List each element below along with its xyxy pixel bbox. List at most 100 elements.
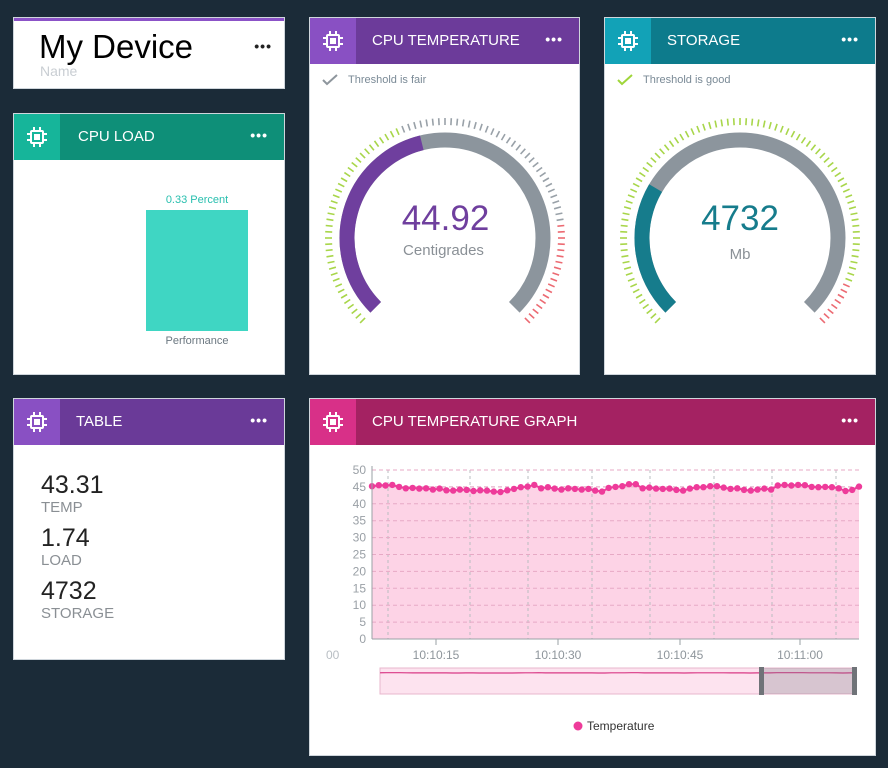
temperature-point (693, 484, 700, 491)
table-card: TABLE ••• 43.31 TEMP 1.74 LOAD 4732 STOR… (13, 398, 285, 660)
temperature-point (673, 486, 680, 494)
temperature-point (815, 484, 822, 491)
legend-label[interactable]: Temperature (587, 719, 655, 733)
temperature-point (727, 485, 734, 493)
temp-graph-card: CPU TEMPERATURE GRAPH ••• 0 5 10 15 20 25 30 35… (309, 398, 876, 756)
temperature-point (395, 483, 403, 491)
navigator-left-handle[interactable] (759, 667, 764, 695)
cpu-temp-gauge-ticks (325, 118, 565, 324)
temperature-point (402, 485, 409, 492)
load-value: 1.74 (41, 524, 90, 552)
temperature-point (436, 485, 443, 492)
cpu-temp-unit: Centigrades (403, 242, 484, 259)
table-title: TABLE (76, 413, 123, 430)
temperature-point (679, 487, 687, 494)
storage-title: STORAGE (667, 32, 741, 49)
chip-icon (310, 399, 356, 445)
temp-graph-title: CPU TEMPERATURE GRAPH (372, 413, 578, 430)
y-tick-label: 50 (353, 463, 367, 477)
cpu-temp-status-text: Threshold is fair (348, 74, 427, 86)
cpu-temp-gauge (325, 118, 565, 324)
temperature-point (822, 483, 829, 491)
temperature-point (747, 487, 754, 494)
temperature-point (429, 486, 437, 493)
temperature-point (646, 484, 653, 491)
cpu-load-menu-button[interactable]: ••• (250, 127, 268, 143)
temperature-point (456, 486, 464, 493)
temperature-point (416, 485, 423, 492)
cpu-temp-menu-button[interactable]: ••• (545, 31, 563, 47)
x-tick-label: 10:10:45 (657, 648, 704, 662)
temperature-point (666, 485, 673, 492)
y-tick-label: 15 (353, 581, 367, 595)
temperature-area (372, 484, 859, 639)
temperature-point (659, 485, 666, 493)
cpu-temp-card: CPU TEMPERATURE ••• Threshold is fair 44… (309, 17, 580, 375)
temperature-point (801, 482, 809, 489)
navigator-selection[interactable] (761, 668, 856, 694)
y-tick-label: 5 (359, 615, 366, 629)
storage-status: Threshold is good (617, 74, 730, 86)
navigator-right-handle[interactable] (852, 667, 857, 695)
temperature-point (788, 482, 795, 489)
temperature-point (754, 486, 761, 493)
temperature-point (740, 486, 748, 494)
temperature-point (422, 485, 430, 492)
x-edge-label: 00 (326, 648, 340, 662)
temperature-point (781, 481, 788, 489)
temperature-point (774, 482, 781, 489)
cpu-temp-title: CPU TEMPERATURE (372, 32, 520, 49)
temperature-point (713, 483, 721, 490)
temperature-point (828, 484, 836, 491)
temperature-point (470, 487, 477, 495)
y-tick-label: 25 (353, 548, 367, 562)
y-tick-label: 45 (353, 480, 367, 494)
cpu-load-bar (146, 210, 248, 331)
temperature-point (409, 484, 416, 492)
temperature-point (389, 481, 396, 489)
temperature-point (605, 484, 612, 492)
temperature-point (558, 486, 565, 493)
storage-gauge-fill (634, 184, 677, 313)
cpu-temp-gauge-fill (339, 135, 424, 313)
temp-graph-chart: 0 5 10 15 20 25 30 35 40 45 50 10:10:15 10:10:30 10:1… (326, 463, 863, 733)
temperature-point (700, 484, 707, 491)
range-navigator[interactable] (379, 667, 857, 695)
temperature-point (808, 483, 815, 491)
temperature-point (443, 487, 450, 494)
cpu-temp-header: CPU TEMPERATURE ••• (310, 18, 579, 64)
temperature-point (483, 487, 491, 494)
temperature-point (686, 485, 694, 492)
temperature-point (510, 485, 518, 493)
temperature-point (794, 481, 802, 489)
temperature-point (490, 488, 497, 495)
x-tick-label: 10:11:00 (777, 648, 823, 662)
y-tick-label: 20 (353, 564, 367, 578)
temperature-point (734, 485, 741, 492)
device-menu-button[interactable]: ••• (254, 38, 272, 54)
cpu-temp-status: Threshold is fair (322, 74, 426, 86)
storage-header: STORAGE ••• (605, 18, 875, 64)
temperature-point (849, 486, 856, 494)
chip-icon (14, 114, 60, 160)
temperature-point (842, 487, 849, 495)
table-menu-button[interactable]: ••• (250, 412, 268, 428)
storage-menu-button[interactable]: ••• (841, 31, 859, 47)
y-tick-label: 40 (353, 497, 367, 511)
temp-graph-menu-button[interactable]: ••• (841, 412, 859, 428)
temperature-point (639, 485, 646, 492)
y-tick-label: 0 (359, 632, 366, 646)
temperature-point (551, 485, 558, 492)
storage-gauge (620, 118, 860, 324)
temperature-point (463, 486, 470, 494)
temperature-point (855, 483, 863, 490)
cpu-load-caption: Performance (165, 335, 229, 347)
temperature-point (767, 486, 775, 493)
load-label: LOAD (41, 552, 82, 569)
storage-value: 4732 (701, 199, 779, 238)
chip-icon (310, 18, 356, 64)
temperature-point (632, 481, 639, 488)
cpu-load-title: CPU LOAD (78, 128, 155, 145)
temperature-point (707, 483, 714, 490)
device-card: My Device Name ••• (13, 17, 285, 89)
